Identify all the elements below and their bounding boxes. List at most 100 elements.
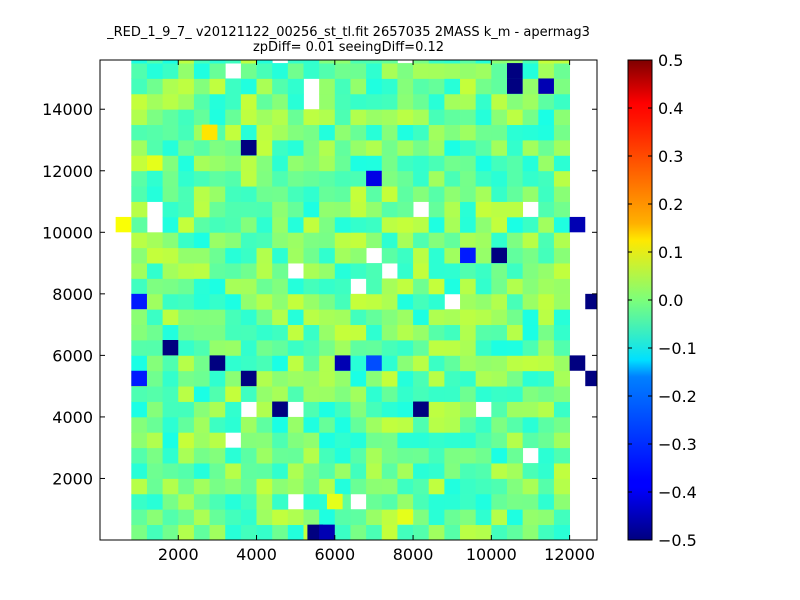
heatmap-cell	[506, 447, 524, 464]
heatmap-cell	[256, 78, 273, 95]
heatmap-cell	[460, 493, 477, 510]
heatmap-cell	[319, 293, 336, 310]
heatmap-cell	[272, 509, 289, 526]
heatmap-cell	[413, 78, 430, 95]
heatmap-cell	[256, 370, 273, 387]
heatmap-cell	[334, 263, 351, 279]
heatmap-cell	[538, 447, 555, 464]
heatmap-cell	[381, 293, 398, 310]
heatmap-cell	[193, 78, 210, 95]
heatmap-cell	[538, 493, 555, 510]
heatmap-cell	[553, 232, 571, 249]
heatmap-cell	[538, 109, 555, 126]
heatmap-cell-notable	[326, 493, 343, 510]
heatmap-cell	[522, 263, 539, 279]
heatmap-cell	[397, 524, 414, 540]
heatmap-cell	[506, 216, 524, 233]
heatmap-cell	[303, 416, 320, 433]
heatmap-cell	[506, 278, 524, 295]
heatmap-cell-notable	[585, 370, 597, 387]
heatmap-cell	[366, 60, 383, 64]
heatmap-cell	[538, 293, 555, 310]
heatmap-cell	[256, 201, 273, 218]
heatmap-cell	[491, 401, 508, 418]
heatmap-cell	[319, 355, 336, 372]
heatmap-cell	[553, 478, 571, 495]
heatmap-cell	[444, 278, 461, 295]
heatmap-cell	[538, 201, 555, 218]
heatmap-cell	[209, 401, 226, 418]
heatmap-cell	[522, 247, 539, 264]
heatmap-cell	[334, 232, 351, 249]
heatmap-cell	[350, 60, 367, 64]
heatmap-cell	[350, 355, 367, 372]
heatmap-cell	[460, 186, 477, 202]
heatmap-cell	[538, 324, 555, 341]
heatmap-cell	[287, 386, 304, 402]
heatmap-cell	[506, 340, 524, 356]
heatmap-cell	[240, 386, 257, 402]
y-tick-label: 2000	[52, 469, 93, 488]
heatmap-cell	[538, 309, 555, 326]
heatmap-cell	[146, 386, 164, 402]
heatmap-cell	[381, 355, 398, 372]
heatmap-cell	[350, 401, 367, 418]
heatmap-cell	[256, 278, 273, 295]
heatmap-cell	[162, 232, 179, 249]
heatmap-cell	[428, 401, 445, 418]
heatmap-cell	[444, 370, 461, 387]
heatmap-cell	[178, 447, 195, 464]
heatmap-cell	[319, 93, 336, 110]
heatmap-cell	[491, 201, 508, 218]
heatmap-cell	[209, 509, 226, 526]
heatmap-cell	[162, 309, 179, 326]
heatmap-cell-notable	[240, 140, 257, 156]
heatmap-cell-notable	[460, 247, 476, 264]
heatmap-cell	[350, 232, 367, 249]
heatmap-cell	[413, 340, 430, 356]
heatmap-cell	[475, 432, 492, 449]
heatmap-cell	[256, 216, 273, 233]
heatmap-cell	[460, 63, 477, 79]
heatmap-cell	[538, 216, 555, 233]
heatmap-cell	[209, 155, 226, 172]
heatmap-cell	[522, 140, 539, 156]
heatmap-cell	[553, 216, 571, 233]
heatmap-cell	[413, 63, 430, 79]
heatmap-cell	[162, 524, 179, 540]
heatmap-cell	[272, 524, 289, 540]
heatmap-cell	[553, 170, 571, 187]
heatmap-cell	[381, 201, 398, 218]
heatmap-cell-notable	[319, 524, 335, 540]
heatmap-cell	[209, 216, 226, 233]
heatmap-cell	[256, 293, 273, 310]
heatmap-cell	[209, 140, 226, 156]
heatmap-cell	[334, 340, 351, 356]
heatmap-cell	[287, 309, 304, 326]
heatmap-cell	[397, 170, 414, 187]
heatmap-cell	[287, 463, 304, 479]
heatmap-cell	[397, 493, 414, 510]
heatmap-cell	[272, 309, 289, 326]
heatmap-cell	[287, 432, 304, 449]
colorbar-tick-label: 0.3	[658, 147, 683, 166]
heatmap-cell	[303, 340, 320, 356]
heatmap-cell	[256, 93, 273, 110]
heatmap-cell	[428, 355, 445, 372]
heatmap-cell	[475, 263, 492, 279]
heatmap-cell	[162, 109, 179, 126]
heatmap-cell	[178, 463, 195, 479]
heatmap-cell	[522, 509, 539, 526]
heatmap-cell	[162, 247, 179, 264]
heatmap-cell	[225, 324, 242, 341]
heatmap-cell	[178, 247, 195, 264]
heatmap-cell	[366, 463, 383, 479]
heatmap-cell	[350, 247, 367, 264]
heatmap-cell	[413, 370, 430, 387]
heatmap-cell	[491, 263, 508, 279]
heatmap-cell	[428, 109, 445, 126]
heatmap-cell	[428, 463, 445, 479]
heatmap-cell	[397, 201, 414, 218]
heatmap-cell	[491, 293, 508, 310]
heatmap-cell	[522, 309, 539, 326]
